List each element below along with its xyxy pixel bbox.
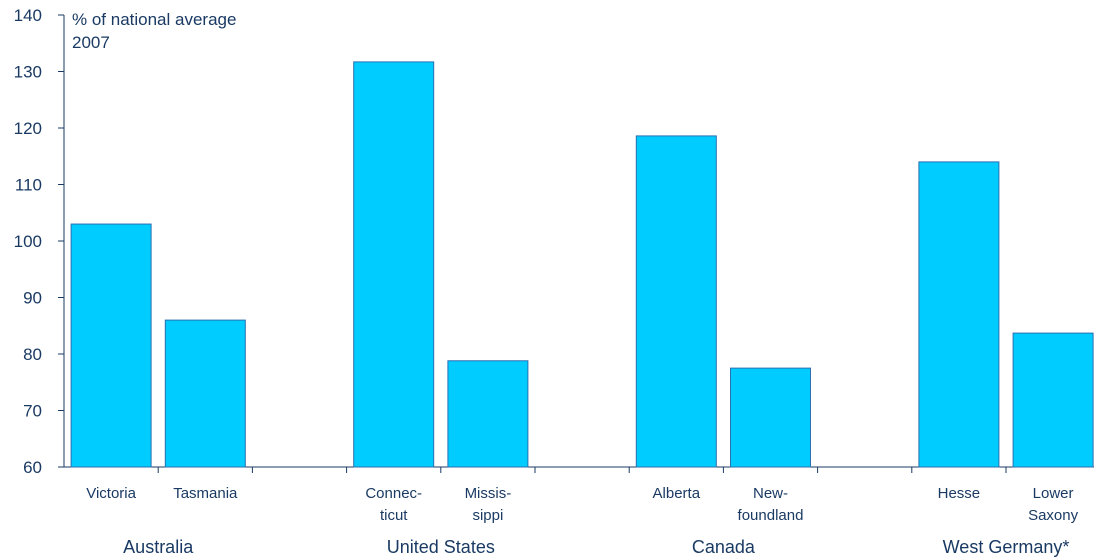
y-tick-label: 90 xyxy=(23,289,42,308)
bars xyxy=(70,61,1094,468)
bar xyxy=(635,135,717,468)
category-label: Victoria xyxy=(86,485,136,502)
y-tick-label: 100 xyxy=(14,232,42,251)
bar xyxy=(70,223,152,468)
category-label: Missis- xyxy=(465,485,512,502)
y-tick-label: 140 xyxy=(14,6,42,25)
group-label: United States xyxy=(387,537,495,557)
bar xyxy=(447,360,529,468)
group-label: Australia xyxy=(123,537,194,557)
category-label: Lower xyxy=(1033,485,1074,502)
y-tick-label: 80 xyxy=(23,345,42,364)
bar xyxy=(164,319,246,468)
x-ticks xyxy=(157,467,1007,473)
y-tick-label: 120 xyxy=(14,119,42,138)
category-label: Saxony xyxy=(1028,507,1079,524)
category-label: foundland xyxy=(738,507,804,524)
y-tick-label: 130 xyxy=(14,63,42,82)
category-label: New- xyxy=(753,485,788,502)
category-label: Connec- xyxy=(365,485,422,502)
y-ticks: 60 70 80 90 100 110 120 130 140 xyxy=(14,6,64,477)
group-labels: Australia United States Canada West Germany… xyxy=(123,537,1069,557)
y-tick-label: 70 xyxy=(23,402,42,421)
group-label: Canada xyxy=(692,537,756,557)
chart-subtitle: 2007 xyxy=(72,33,110,52)
bar xyxy=(1012,332,1094,468)
bar xyxy=(918,161,1000,468)
bar xyxy=(353,61,435,468)
category-label: ticut xyxy=(380,507,408,524)
category-label: sippi xyxy=(472,507,503,524)
y-tick-label: 110 xyxy=(15,176,42,195)
group-label: West Germany* xyxy=(943,537,1070,557)
bar xyxy=(730,367,811,468)
category-label: Alberta xyxy=(653,485,701,502)
y-axis-label: % of national average xyxy=(72,10,236,29)
category-label: Hesse xyxy=(938,485,981,502)
y-tick-label: 60 xyxy=(23,458,42,477)
category-labels: Victoria Tasmania Connec-ticut Missis-sippi… xyxy=(86,485,1078,524)
category-label: Tasmania xyxy=(173,485,238,502)
